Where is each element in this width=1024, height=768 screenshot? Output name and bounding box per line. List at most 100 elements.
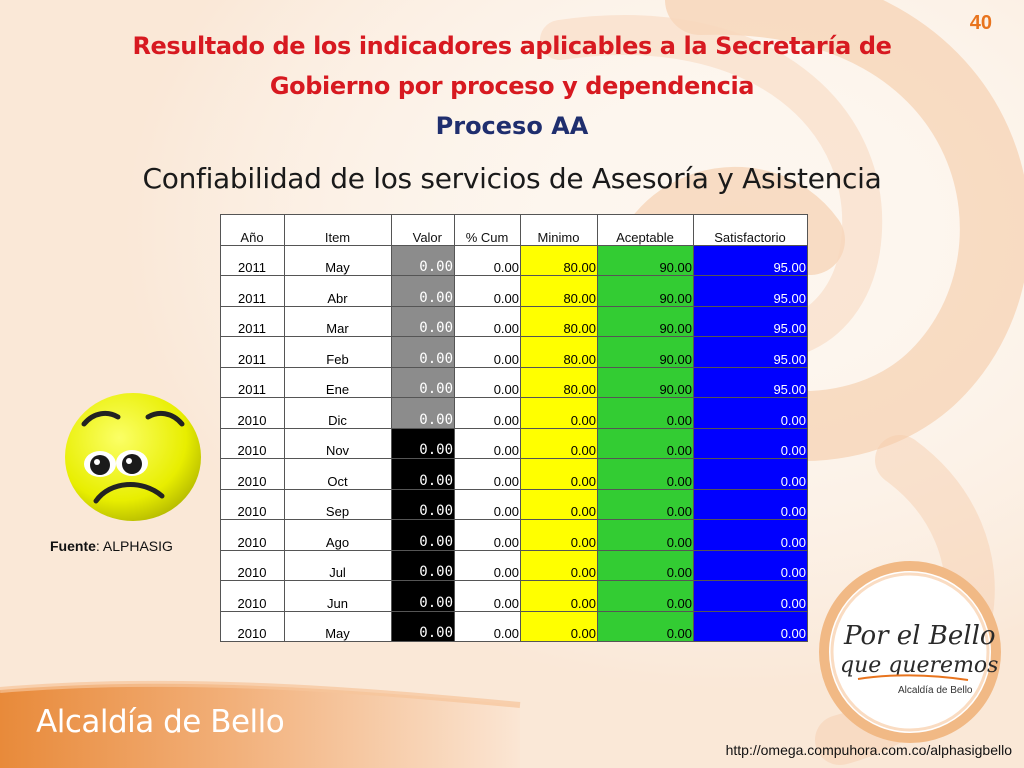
cell-cum: 0.00 <box>454 305 521 337</box>
cell-aceptable: 0.00 <box>597 397 694 429</box>
cell-aceptable: 90.00 <box>597 244 694 276</box>
cell-minimo: 80.00 <box>520 336 598 368</box>
table-row: 2010 Oct 0.00 0.00 0.00 0.00 0.00 <box>220 458 808 490</box>
cell-anio: 2011 <box>220 275 285 307</box>
cell-satisfactorio: 0.00 <box>693 458 808 490</box>
cell-cum: 0.00 <box>454 244 521 276</box>
cell-item: Jul <box>284 549 392 581</box>
sad-face-icon <box>65 393 201 521</box>
cell-minimo: 0.00 <box>520 458 598 490</box>
cell-satisfactorio: 95.00 <box>693 305 808 337</box>
cell-item: Jun <box>284 580 392 612</box>
table-row: 2010 May 0.00 0.00 0.00 0.00 0.00 <box>220 610 808 642</box>
cell-valor: 0.00 <box>391 305 455 337</box>
cell-satisfactorio: 95.00 <box>693 336 808 368</box>
cell-cum: 0.00 <box>454 275 521 307</box>
table-row: 2011 Abr 0.00 0.00 80.00 90.00 95.00 <box>220 275 808 307</box>
page-title-line2: Gobierno por proceso y dependencia <box>269 72 755 100</box>
cell-minimo: 80.00 <box>520 275 598 307</box>
cell-aceptable: 0.00 <box>597 580 694 612</box>
cell-anio: 2010 <box>220 397 285 429</box>
cell-item: May <box>284 610 392 642</box>
header-cum: % Cum <box>454 214 521 246</box>
slogan-line3: Alcaldía de Bello <box>898 685 973 696</box>
table-row: 2010 Jul 0.00 0.00 0.00 0.00 0.00 <box>220 549 808 581</box>
header-satisfactorio: Satisfactorio <box>693 214 808 246</box>
table-body: 2011 May 0.00 0.00 80.00 90.00 95.00 2011 Abr 0.0… <box>220 244 808 642</box>
cell-cum: 0.00 <box>454 610 521 642</box>
cell-anio: 2010 <box>220 519 285 551</box>
cell-aceptable: 0.00 <box>597 458 694 490</box>
indicator-table: Año Item Valor % Cum Minimo Aceptable Sa… <box>220 214 808 642</box>
cell-aceptable: 90.00 <box>597 336 694 368</box>
cell-cum: 0.00 <box>454 397 521 429</box>
footer-url[interactable]: http://omega.compuhora.com.co/alphasigbe… <box>725 742 1012 758</box>
header-minimo: Minimo <box>520 214 598 246</box>
cell-item: Feb <box>284 336 392 368</box>
page-number: 40 <box>969 12 992 34</box>
cell-valor: 0.00 <box>391 275 455 307</box>
cell-satisfactorio: 0.00 <box>693 519 808 551</box>
cell-cum: 0.00 <box>454 580 521 612</box>
cell-satisfactorio: 95.00 <box>693 275 808 307</box>
cell-item: Mar <box>284 305 392 337</box>
source-note: Fuente: ALPHASIG <box>50 538 173 554</box>
table-header-row: Año Item Valor % Cum Minimo Aceptable Sa… <box>220 214 808 246</box>
footer-brand: Alcaldía de Bello <box>36 704 285 740</box>
cell-cum: 0.00 <box>454 488 521 520</box>
cell-minimo: 0.00 <box>520 610 598 642</box>
cell-aceptable: 0.00 <box>597 610 694 642</box>
cell-minimo: 0.00 <box>520 397 598 429</box>
cell-minimo: 0.00 <box>520 549 598 581</box>
cell-satisfactorio: 0.00 <box>693 427 808 459</box>
cell-satisfactorio: 0.00 <box>693 488 808 520</box>
cell-minimo: 0.00 <box>520 519 598 551</box>
cell-anio: 2010 <box>220 427 285 459</box>
cell-minimo: 0.00 <box>520 488 598 520</box>
cell-aceptable: 0.00 <box>597 427 694 459</box>
cell-minimo: 80.00 <box>520 366 598 398</box>
cell-valor: 0.00 <box>391 488 455 520</box>
cell-valor: 0.00 <box>391 397 455 429</box>
indicator-subtitle: Confiabilidad de los servicios de Asesor… <box>142 162 882 195</box>
slogan-line2: que queremos <box>840 653 998 678</box>
cell-aceptable: 90.00 <box>597 305 694 337</box>
cell-valor: 0.00 <box>391 336 455 368</box>
cell-cum: 0.00 <box>454 427 521 459</box>
table-row: 2010 Ago 0.00 0.00 0.00 0.00 0.00 <box>220 519 808 551</box>
source-label: Fuente <box>50 538 96 554</box>
cell-satisfactorio: 95.00 <box>693 366 808 398</box>
cell-anio: 2010 <box>220 549 285 581</box>
cell-satisfactorio: 0.00 <box>693 397 808 429</box>
cell-valor: 0.00 <box>391 519 455 551</box>
cell-valor: 0.00 <box>391 366 455 398</box>
cell-item: May <box>284 244 392 276</box>
cell-valor: 0.00 <box>391 549 455 581</box>
cell-item: Ene <box>284 366 392 398</box>
cell-cum: 0.00 <box>454 366 521 398</box>
cell-minimo: 80.00 <box>520 305 598 337</box>
cell-anio: 2011 <box>220 305 285 337</box>
table-row: 2011 Mar 0.00 0.00 80.00 90.00 95.00 <box>220 305 808 337</box>
cell-aceptable: 0.00 <box>597 519 694 551</box>
table-row: 2010 Jun 0.00 0.00 0.00 0.00 0.00 <box>220 580 808 612</box>
cell-item: Sep <box>284 488 392 520</box>
cell-aceptable: 90.00 <box>597 275 694 307</box>
cell-aceptable: 0.00 <box>597 488 694 520</box>
cell-minimo: 0.00 <box>520 580 598 612</box>
title-block: Resultado de los indicadores aplicables … <box>0 26 1024 146</box>
table-row: 2010 Dic 0.00 0.00 0.00 0.00 0.00 <box>220 397 808 429</box>
cell-cum: 0.00 <box>454 519 521 551</box>
cell-anio: 2011 <box>220 336 285 368</box>
cell-anio: 2010 <box>220 610 285 642</box>
cell-item: Dic <box>284 397 392 429</box>
table-row: 2010 Sep 0.00 0.00 0.00 0.00 0.00 <box>220 488 808 520</box>
table-row: 2011 Feb 0.00 0.00 80.00 90.00 95.00 <box>220 336 808 368</box>
cell-minimo: 80.00 <box>520 244 598 276</box>
cell-valor: 0.00 <box>391 610 455 642</box>
cell-anio: 2011 <box>220 366 285 398</box>
cell-item: Nov <box>284 427 392 459</box>
cell-anio: 2010 <box>220 580 285 612</box>
cell-cum: 0.00 <box>454 549 521 581</box>
cell-anio: 2010 <box>220 488 285 520</box>
